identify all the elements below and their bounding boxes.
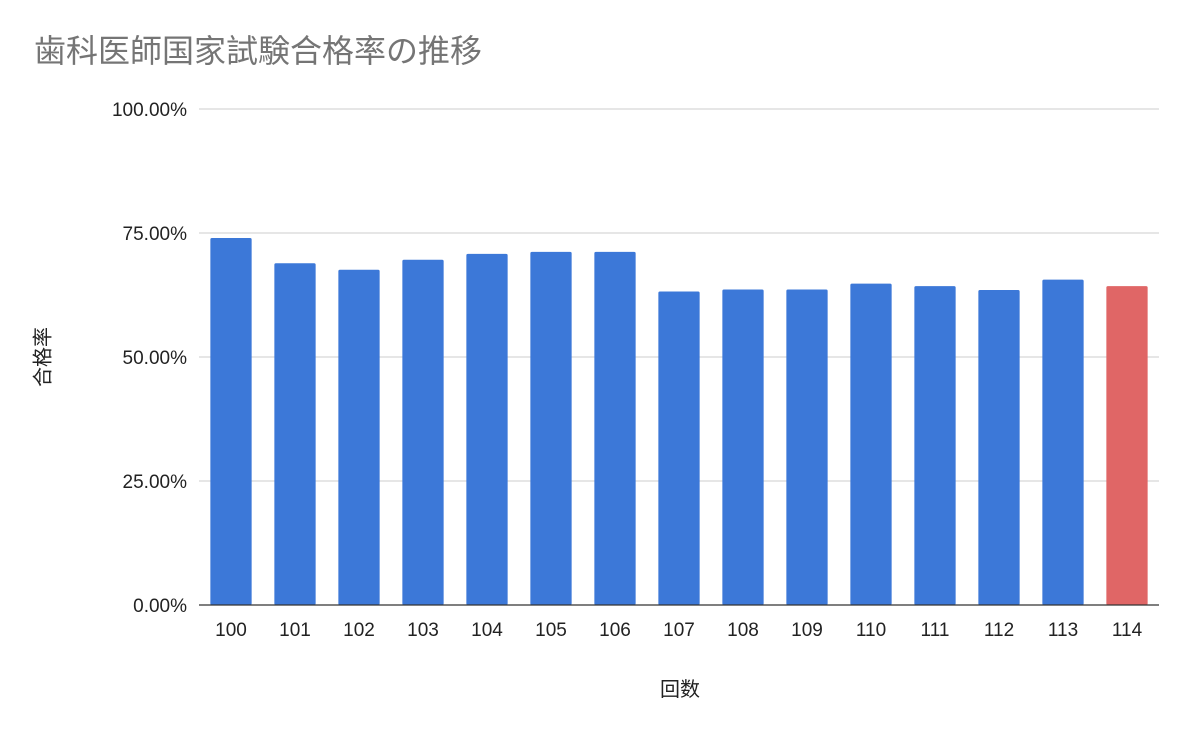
x-tick-label: 108	[727, 620, 759, 641]
bar-113	[1042, 279, 1084, 605]
x-tick-label: 100	[215, 620, 247, 641]
x-tick-label: 107	[663, 620, 695, 641]
x-axis-title: 回数	[660, 677, 700, 701]
bar-107	[658, 291, 700, 605]
bar-109	[786, 289, 828, 605]
x-tick-label: 105	[535, 620, 567, 641]
bar-105	[530, 251, 572, 605]
x-tick-label: 103	[407, 620, 439, 641]
y-tick-label: 75.00%	[123, 224, 188, 245]
bar-103	[402, 259, 444, 605]
y-tick-label: 50.00%	[123, 348, 188, 369]
chart-title: 歯科医師国家試験合格率の推移	[34, 32, 483, 70]
bar-101	[274, 263, 316, 605]
bar-108	[722, 289, 764, 605]
bar-111	[914, 286, 956, 605]
x-tick-label: 113	[1048, 620, 1078, 641]
x-tick-label: 102	[343, 620, 375, 641]
x-tick-label: 109	[791, 620, 823, 641]
bar-104	[466, 253, 508, 605]
bar-102	[338, 269, 380, 605]
x-axis-ticks: 100 101 102 103 104 105 106 107 108 109 110 111 112 1…	[215, 620, 1142, 641]
bar-110	[850, 283, 892, 605]
x-tick-label: 114	[1112, 620, 1143, 641]
x-tick-label: 104	[471, 620, 503, 641]
bars	[210, 237, 1148, 605]
x-tick-label: 112	[984, 620, 1014, 641]
y-tick-label: 0.00%	[133, 596, 187, 617]
bar-112	[978, 290, 1020, 605]
x-tick-label: 106	[599, 620, 631, 641]
bar-114	[1106, 286, 1148, 605]
x-tick-label: 111	[921, 620, 950, 641]
y-tick-label: 100.00%	[112, 100, 187, 121]
y-tick-label: 25.00%	[123, 472, 188, 493]
bar-100	[210, 237, 252, 605]
y-axis-ticks: 0.00% 25.00% 50.00% 75.00% 100.00%	[112, 100, 187, 617]
x-tick-label: 110	[856, 620, 886, 641]
bar-106	[594, 251, 636, 605]
y-axis-title: 合格率	[31, 327, 55, 387]
x-tick-label: 101	[279, 620, 311, 641]
